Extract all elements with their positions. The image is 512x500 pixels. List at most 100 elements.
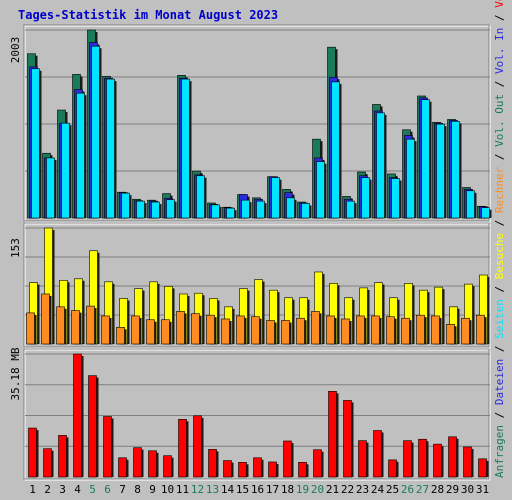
- visits-bar-rechner-10: [161, 319, 170, 345]
- visits-max-label: 153: [9, 238, 22, 258]
- volume-bar-volumen-13: [208, 449, 217, 478]
- x-tick-label: 7: [119, 483, 126, 496]
- visits-bar-rechner-1: [26, 312, 35, 345]
- legend-entry: Vol. In: [493, 28, 506, 81]
- volume-bar-volumen-2: [43, 448, 52, 478]
- volume-max-label: 35.18 MB: [9, 347, 22, 400]
- x-tick-label: 28: [431, 483, 444, 496]
- x-tick-label: 31: [476, 483, 489, 496]
- x-tick-label: 21: [326, 483, 339, 496]
- x-tick-label: 4: [74, 483, 81, 496]
- requests-bar-seiten-2: [46, 157, 55, 219]
- x-tick-label: 12: [191, 483, 204, 496]
- x-tick-label: 19: [296, 483, 309, 496]
- x-tick-label: 3: [59, 483, 66, 496]
- volume-bar-volumen-27: [418, 438, 427, 478]
- visits-bar-rechner-17: [266, 320, 275, 345]
- volume-bar-volumen-4: [73, 353, 82, 478]
- requests-bar-seiten-7: [121, 192, 130, 219]
- requests-bar-seiten-25: [391, 178, 400, 219]
- visits-bar-rechner-5: [86, 305, 95, 345]
- x-tick-label: 2: [44, 483, 51, 496]
- legend-entry: Vol. Out: [493, 94, 506, 154]
- x-tick-label: 6: [104, 483, 111, 496]
- x-tick-label: 8: [134, 483, 141, 496]
- volume-bar-volumen-14: [223, 460, 232, 478]
- volume-bar-volumen-7: [118, 457, 127, 478]
- volume-bar-volumen-29: [448, 436, 457, 478]
- visits-bar-rechner-3: [56, 306, 65, 345]
- requests-frame-shadow: [23, 24, 490, 222]
- visits-bar-rechner-27: [416, 314, 425, 345]
- volume-bar-volumen-20: [313, 449, 322, 478]
- x-tick-label: 18: [281, 483, 294, 496]
- volume-bar-volumen-1: [28, 427, 37, 478]
- legend-entry: Seiten: [493, 299, 506, 345]
- volume-bar-volumen-11: [178, 419, 187, 478]
- chart-title: Tages-Statistik im Monat August 2023: [18, 8, 278, 22]
- x-tick-label: 20: [311, 483, 324, 496]
- x-tick-label: 30: [461, 483, 474, 496]
- visits-bar-rechner-9: [146, 319, 155, 345]
- requests-bar-seiten-8: [136, 200, 145, 219]
- requests-bar-seiten-6: [106, 78, 115, 219]
- requests-bar-seiten-13: [211, 204, 220, 219]
- volume-bar-volumen-10: [163, 455, 172, 478]
- volume-bar-volumen-16: [253, 457, 262, 478]
- x-tick-label: 9: [149, 483, 156, 496]
- x-tick-label: 5: [89, 483, 96, 496]
- visits-bar-rechner-14: [221, 318, 230, 345]
- requests-max-label: 2003: [9, 37, 22, 64]
- requests-bar-seiten-29: [451, 121, 460, 219]
- requests-bar-seiten-14: [226, 207, 235, 219]
- volume-bar-volumen-28: [433, 443, 442, 478]
- panels: 2003 153 35.18 MB: [9, 29, 492, 478]
- volume-bar-volumen-26: [403, 440, 412, 478]
- requests-bar-seiten-28: [436, 123, 445, 219]
- x-tick-label: 13: [206, 483, 219, 496]
- volume-bar-volumen-30: [463, 446, 472, 478]
- legend-entry: /: [493, 286, 506, 299]
- visits-bar-rechner-16: [251, 316, 260, 345]
- x-tick-label: 27: [416, 483, 429, 496]
- visits-bar-rechner-19: [296, 317, 305, 345]
- visits-bar-rechner-15: [236, 315, 245, 345]
- requests-bar-seiten-17: [271, 177, 280, 219]
- x-tick-label: 1: [29, 483, 36, 496]
- legend-entry: /: [493, 81, 506, 94]
- volume-bar-volumen-31: [478, 458, 487, 478]
- volume-bar-volumen-19: [298, 462, 307, 478]
- visits-bar-rechner-30: [461, 317, 470, 345]
- requests-bar-seiten-24: [376, 112, 385, 219]
- requests-panel: 2003: [9, 29, 492, 219]
- visits-bar-rechner-6: [101, 315, 110, 345]
- legend-entry: Besuche: [493, 233, 506, 286]
- x-tick-label: 16: [251, 483, 264, 496]
- requests-bar-seiten-9: [151, 201, 160, 219]
- requests-bar-seiten-31: [481, 207, 490, 219]
- requests-bar-seiten-18: [286, 197, 295, 219]
- x-axis-labels: 1 2 3 4 5 6 7 8 9 10 11 12 13 14 15 16 17 18 19 20 21 22 23 24 2…: [29, 483, 489, 496]
- requests-bar-seiten-3: [61, 122, 70, 219]
- visits-bar-rechner-4: [71, 310, 80, 345]
- visits-bar-rechner-29: [446, 323, 455, 345]
- requests-bar-seiten-27: [421, 99, 430, 219]
- volume-bar-volumen-24: [373, 430, 382, 478]
- x-tick-label: 24: [371, 483, 385, 496]
- legend-entry: Anfragen: [493, 425, 506, 478]
- visits-bar-rechner-18: [281, 320, 290, 345]
- volume-bar-volumen-15: [238, 462, 247, 478]
- legend-entry: /: [493, 346, 506, 359]
- requests-bar-seiten-10: [166, 199, 175, 219]
- visits-bar-rechner-7: [116, 327, 125, 345]
- visits-bar-rechner-31: [476, 314, 485, 345]
- requests-bar-seiten-22: [346, 200, 355, 219]
- legend-entry: Rechner: [493, 166, 506, 219]
- requests-bar-seiten-4: [76, 92, 85, 219]
- requests-bar-seiten-26: [406, 138, 415, 219]
- x-tick-label: 29: [446, 483, 459, 496]
- legend-entry: Volumen: [493, 0, 506, 14]
- x-tick-label: 11: [176, 483, 189, 496]
